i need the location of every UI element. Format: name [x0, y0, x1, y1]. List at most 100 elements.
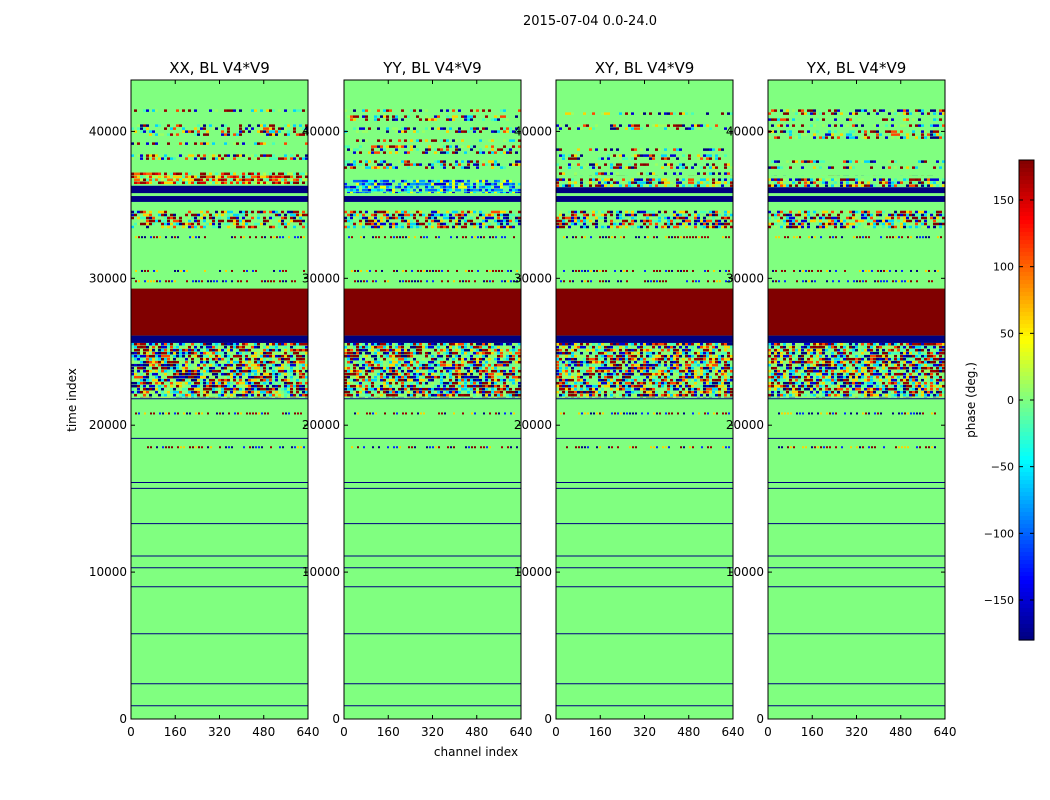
colorbar-swatch: [1019, 476, 1034, 481]
noise-band: [344, 109, 521, 169]
colorbar-swatch: [1019, 568, 1034, 573]
colorbar-swatch: [1019, 480, 1034, 485]
solid-band: [768, 187, 945, 194]
noise-band: [344, 342, 521, 398]
sparse-speckle-line: [560, 280, 730, 283]
colorbar-swatch: [1019, 308, 1034, 313]
colorbar-swatch: [1019, 420, 1034, 425]
colorbar-swatch: [1019, 268, 1034, 273]
colorbar-swatch: [1019, 468, 1034, 473]
colorbar-swatch: [1019, 276, 1034, 281]
colorbar-swatch: [1019, 172, 1034, 177]
colorbar-swatch: [1019, 448, 1034, 453]
colorbar-swatch: [1019, 304, 1034, 309]
sparse-speckle-line: [775, 236, 942, 239]
colorbar-swatch: [1019, 380, 1034, 385]
x-tick-label: 640: [934, 725, 957, 739]
sparse-speckle-line: [351, 269, 518, 272]
x-axis-label: channel index: [434, 745, 518, 759]
colorbar-label: phase (deg.): [964, 362, 978, 438]
solid-band: [131, 335, 308, 343]
x-tick-label: 0: [764, 725, 772, 739]
colorbar-tick-label: 0: [1007, 394, 1014, 407]
y-tick-label: 0: [119, 712, 127, 726]
x-tick-label: 160: [801, 725, 824, 739]
y-tick-label: 40000: [89, 124, 127, 138]
sparse-speckle-line: [563, 236, 730, 239]
colorbar-swatch: [1019, 332, 1034, 337]
solid-band: [768, 288, 945, 336]
colorbar-swatch: [1019, 168, 1034, 173]
noise-band: [344, 210, 521, 229]
solid-band: [556, 196, 733, 202]
y-tick-label: 20000: [89, 418, 127, 432]
colorbar-swatch: [1019, 432, 1034, 437]
colorbar-swatch: [1019, 472, 1034, 477]
y-tick-label: 0: [332, 712, 340, 726]
solid-band: [344, 288, 521, 336]
sparse-speckle-line: [135, 280, 296, 283]
panel-title: XX, BL V4*V9: [169, 59, 270, 77]
colorbar-swatch: [1019, 196, 1034, 201]
figure-suptitle: 2015-07-04 0.0-24.0: [523, 14, 657, 29]
colorbar-swatch: [1019, 404, 1034, 409]
colorbar-swatch: [1019, 364, 1034, 369]
colorbar-swatch: [1019, 592, 1034, 597]
colorbar-swatch: [1019, 636, 1034, 641]
y-tick-label: 10000: [726, 565, 764, 579]
colorbar-swatch: [1019, 508, 1034, 513]
solid-band: [344, 335, 521, 343]
colorbar-swatch: [1019, 376, 1034, 381]
colorbar-swatch: [1019, 540, 1034, 545]
colorbar-swatch: [1019, 264, 1034, 269]
colorbar-swatch: [1019, 236, 1034, 241]
colorbar-swatch: [1019, 212, 1034, 217]
colorbar-swatch: [1019, 240, 1034, 245]
y-tick-label: 0: [544, 712, 552, 726]
colorbar-swatch: [1019, 516, 1034, 521]
solid-band: [556, 288, 733, 336]
colorbar-swatch: [1019, 616, 1034, 621]
noise-band: [131, 342, 308, 398]
y-tick-label: 10000: [89, 565, 127, 579]
sparse-speckle-line: [351, 446, 518, 449]
heatmap-panel-1: XX, BL V4*V9 0 160 320 480 640 0 10000 20000 3000…: [89, 59, 320, 739]
colorbar-tick-label: −50: [991, 461, 1014, 474]
x-tick-label: 480: [889, 725, 912, 739]
colorbar-swatch: [1019, 388, 1034, 393]
colorbar-swatch: [1019, 428, 1034, 433]
solid-band: [768, 335, 945, 343]
colorbar-swatch: [1019, 392, 1034, 397]
colorbar-swatch: [1019, 608, 1034, 613]
x-tick-label: 640: [297, 725, 320, 739]
y-tick-label: 30000: [514, 271, 552, 285]
colorbar-swatch: [1019, 224, 1034, 229]
colorbar-swatch: [1019, 444, 1034, 449]
colorbar-swatch: [1019, 312, 1034, 317]
colorbar-swatch: [1019, 372, 1034, 377]
colorbar-swatch: [1019, 496, 1034, 501]
colorbar-swatch: [1019, 564, 1034, 569]
colorbar-swatch: [1019, 560, 1034, 565]
colorbar-swatch: [1019, 352, 1034, 357]
noise-band: [344, 179, 521, 194]
x-tick-label: 0: [127, 725, 135, 739]
sparse-speckle-line: [772, 269, 939, 272]
colorbar-swatch: [1019, 452, 1034, 457]
y-tick-label: 40000: [726, 124, 764, 138]
noise-band: [556, 210, 733, 229]
colorbar-swatch: [1019, 576, 1034, 581]
colorbar-swatch: [1019, 528, 1034, 533]
x-tick-label: 160: [377, 725, 400, 739]
colorbar-swatch: [1019, 344, 1034, 349]
colorbar-swatch: [1019, 204, 1034, 209]
colorbar-swatch: [1019, 356, 1034, 361]
sparse-speckle-line: [348, 236, 515, 239]
y-tick-label: 10000: [514, 565, 552, 579]
panel-background: [768, 80, 945, 719]
colorbar-swatch: [1019, 572, 1034, 577]
colorbar-swatch: [1019, 548, 1034, 553]
noise-band: [556, 342, 733, 398]
noise-band: [768, 342, 945, 398]
